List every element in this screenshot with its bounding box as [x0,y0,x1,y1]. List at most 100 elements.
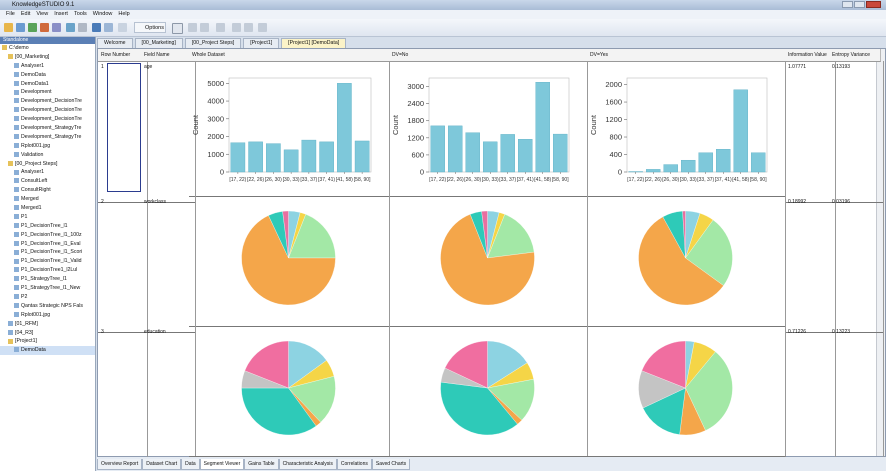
toolbar-button[interactable] [216,23,225,32]
tree-label: Development_DecisionTre [21,116,82,123]
toolbar-button[interactable] [4,23,13,32]
chart-cell: 0 400 800 1200 1600 2000 Count [17, 22) [22, 26)… [587,61,786,197]
tree-icon [14,276,19,282]
tree-item[interactable]: ConsultRight [0,186,95,195]
pie-slice [440,381,518,436]
tree-item[interactable]: Rplot001.jpg [0,311,95,320]
tree-item[interactable]: [00_Marketing] [0,53,95,62]
tree-item[interactable]: [01_RFM] [0,320,95,329]
toolbar-button[interactable] [40,23,49,32]
x-tick-label: [41, 58) [336,177,353,183]
tree-item[interactable]: Qantas Strategic NPS Fals [0,302,95,311]
view-tab[interactable]: Segment Viewer [199,459,245,470]
bar [553,133,568,173]
toolbar-button[interactable] [104,23,113,32]
toolbar-button[interactable] [200,23,209,32]
tree-item[interactable]: DemoData [0,71,95,80]
document-tab[interactable]: [00_Project Steps] [184,38,242,48]
toolbar-button[interactable] [172,23,183,34]
tree-item[interactable]: Merged1 [0,204,95,213]
tree-item[interactable]: DemoData [0,346,95,356]
tree-label: Rplot001.jpg [21,311,51,318]
y-tick-label: 600 [411,150,424,159]
menu-item[interactable]: Edit [20,11,31,17]
toolbar-button[interactable] [78,23,87,32]
tree-item[interactable]: Rplot001.jpg [0,142,95,151]
tree-item[interactable]: P1_DecisionTree_l1 [0,222,95,231]
tree-item[interactable]: Validation [0,151,95,160]
tree-item[interactable]: C:\demo [0,44,95,53]
toolbar-button[interactable] [16,23,25,32]
close-button[interactable] [866,1,881,8]
view-tab[interactable]: Dataset Chart [142,459,182,470]
view-tab[interactable]: Characteristic Analysis [278,459,337,470]
toolbar-button[interactable] [188,23,197,32]
view-tab[interactable]: Data [181,459,200,470]
tree-item[interactable]: Development [0,88,95,97]
toolbar-button[interactable] [118,23,127,32]
tree-icon [14,214,19,220]
segment-viewer-table: Row Number Field Name Whole Dataset DV=No DV… [97,48,886,463]
pie-slice [481,210,488,259]
tree-item[interactable]: Merged [0,195,95,204]
x-tick-label: [17, 22) [229,177,246,183]
tree-item[interactable]: P1_DecisionTree_l1_Eval [0,240,95,249]
tree-item[interactable]: Development_DecisionTre [0,115,95,124]
tree-icon [14,151,19,157]
tree-item[interactable]: [Project1] [0,337,95,346]
chart-cell: 0 1000 2000 3000 4000 5000 Count [17, 22) [22, 2… [189,61,390,197]
toolbar-button[interactable] [244,23,253,32]
tree-item[interactable]: Development_DecisionTre [0,97,95,106]
window-controls[interactable] [842,1,882,9]
document-tab[interactable]: [Project1] [DemoData] [281,38,347,48]
tree-item[interactable]: P1_DecisionTree_l1_Valid [0,257,95,266]
toolbar-button[interactable] [28,23,37,32]
tree-item[interactable]: [04_R3] [0,329,95,338]
tree-item[interactable]: ConsultLeft [0,177,95,186]
pie-slice [282,210,289,259]
tree-item[interactable]: [00_Project Steps] [0,160,95,169]
view-tab[interactable]: Saved Charts [371,459,411,470]
tree-item[interactable]: Development_StrategyTre [0,124,95,133]
tree-item[interactable]: DemoData1 [0,80,95,89]
minimize-button[interactable] [842,1,853,8]
toolbar-button[interactable] [258,23,267,32]
maximize-button[interactable] [854,1,865,8]
toolbar-button[interactable] [92,23,101,32]
toolbar-button[interactable] [232,23,241,32]
document-tab[interactable]: Welcome [97,38,133,48]
tree-item[interactable]: P2 [0,293,95,302]
options-button[interactable]: Options [134,22,166,33]
view-tab[interactable]: Overview Report [97,459,143,470]
tree-item[interactable]: Analyser1 [0,62,95,71]
tree-item[interactable]: Analyser1 [0,168,95,177]
tree-item[interactable]: P1_StrategyTree_l1_New [0,284,95,293]
menu-item[interactable]: File [6,11,15,17]
tree-item[interactable]: P1 [0,213,95,222]
menu-item[interactable]: View [36,11,49,17]
tree-item[interactable]: P1_StrategyTree_l1 [0,275,95,284]
view-tab[interactable]: Correlations [336,459,372,470]
tree-item[interactable]: P1_DecisionTree_l1_100z [0,231,95,240]
tree-item[interactable]: P1_DecisionTree_l1_Scori [0,248,95,257]
pie-slice [487,340,528,389]
y-tick-label: 0 [220,168,224,177]
document-tab[interactable]: [Project1] [243,38,280,48]
view-tab[interactable]: Gains Table [244,459,279,470]
tree-item[interactable]: P1_DecisionTree1_l2Lul [0,266,95,275]
menu-item[interactable]: Help [118,11,130,17]
pie-slice [642,387,686,435]
bar-chart: 0 600 1200 1800 2400 3000 Count [17, 22) [22, 26… [391,77,570,183]
tree-item[interactable]: Development_StrategyTre [0,133,95,142]
bar [354,140,370,173]
toolbar-button[interactable] [52,23,61,32]
document-tab[interactable]: [00_Marketing] [134,38,183,48]
toolbar-button[interactable] [66,23,75,32]
pie-chart [241,340,336,436]
tree-item[interactable]: Development_DecisionTre [0,106,95,115]
menu-item[interactable]: Insert [54,11,68,17]
vertical-scrollbar[interactable] [876,49,885,456]
menu-item[interactable]: Tools [73,11,87,17]
menu-item[interactable]: Window [92,11,113,17]
